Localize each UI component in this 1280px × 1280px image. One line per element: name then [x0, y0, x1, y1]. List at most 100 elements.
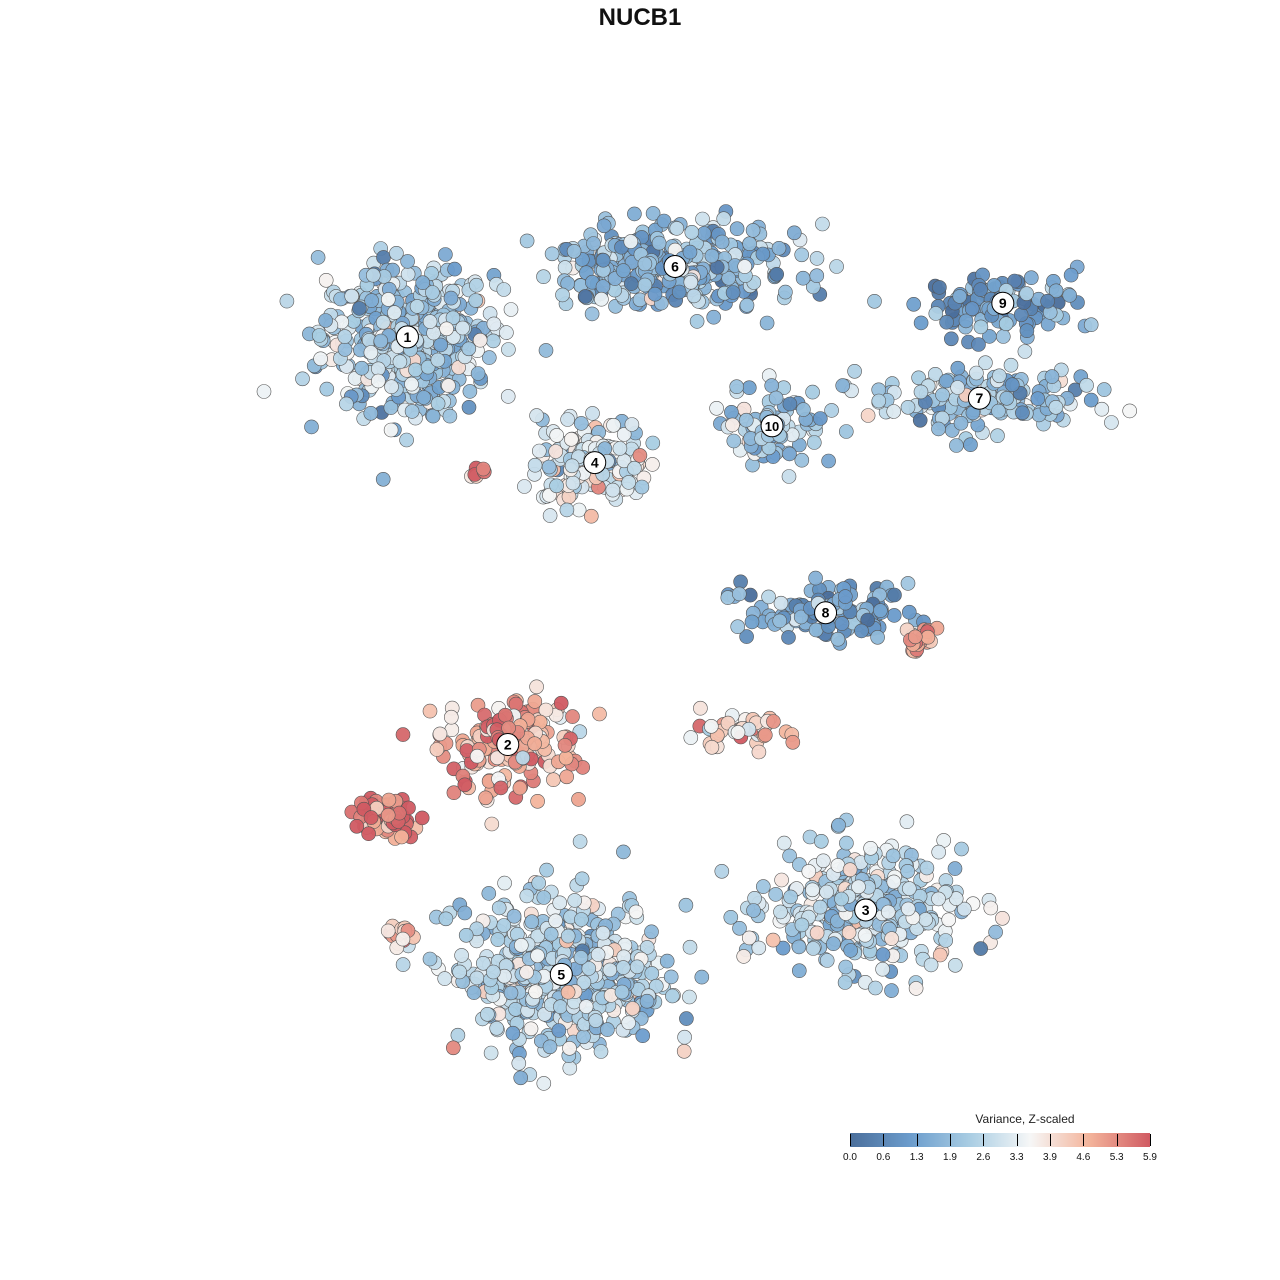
data-point-cluster-4 [583, 508, 599, 524]
data-point-cluster-6 [519, 233, 535, 249]
data-point-cluster-4 [565, 475, 581, 491]
data-point-cluster-7 [1104, 415, 1119, 430]
data-point-cluster-3 [782, 848, 797, 864]
data-point-cluster-1 [408, 362, 423, 378]
data-point-cluster-7 [912, 412, 928, 428]
data-point-cluster-3 [783, 889, 798, 905]
data-point-cluster-6 [739, 297, 755, 313]
data-point-cluster-1 [430, 352, 446, 368]
data-point-cluster-5 [665, 988, 680, 1004]
data-point-cluster-5 [629, 959, 645, 975]
data-point-cluster-5 [519, 888, 535, 904]
data-point-cluster-6 [647, 286, 663, 302]
data-point-cluster-5 [513, 937, 529, 953]
data-point-cluster-9 [1019, 286, 1034, 301]
legend-tick-label: 0.0 [843, 1152, 857, 1163]
data-point-cluster-9 [1062, 288, 1077, 303]
cluster-label: 6 [671, 258, 679, 274]
data-point-cluster-7 [1030, 391, 1046, 407]
data-point-cluster-8 [781, 630, 796, 645]
data-point-cluster-6 [809, 251, 825, 266]
data-point-cluster-3 [956, 901, 972, 917]
data-point-cluster-1 [499, 325, 514, 340]
data-point-cluster-5 [621, 1015, 636, 1031]
data-point-cluster-6 [778, 284, 793, 300]
data-point-cluster-9 [973, 282, 988, 297]
data-point-cluster-5 [469, 970, 485, 986]
data-point-cluster-3 [948, 891, 964, 906]
data-point-cluster-6 [683, 274, 699, 290]
data-point-cluster-7 [913, 384, 929, 400]
data-point-cluster-6 [867, 293, 882, 309]
data-point [501, 720, 516, 736]
data-point-cluster-7 [991, 368, 1007, 384]
data-point-cluster-5 [590, 947, 606, 962]
data-point-cluster-6 [689, 314, 705, 329]
data-point-cluster-5 [531, 875, 547, 891]
data-point-cluster-1 [373, 333, 389, 349]
data-point-cluster-8 [808, 622, 824, 638]
data-point-cluster-4 [549, 428, 565, 443]
data-point-cluster-4 [612, 441, 628, 456]
data-point-cluster-1 [380, 292, 396, 307]
data-point-cluster-8 [744, 614, 760, 630]
data-point-cluster-8 [854, 623, 869, 639]
data-point-cluster-1 [318, 272, 334, 288]
data-point-cluster-2 [443, 709, 459, 725]
data-point [703, 718, 719, 734]
data-point-cluster-3 [815, 853, 831, 869]
data-point-cluster-3 [973, 941, 989, 956]
data-point-cluster-5 [490, 932, 506, 947]
data-point-cluster-3 [794, 917, 810, 933]
legend-tick [916, 1134, 918, 1146]
data-point-cluster-7 [1048, 399, 1064, 415]
data-point-cluster-3 [899, 814, 915, 830]
data-point-cluster-4 [517, 479, 532, 494]
data-point-cluster-8 [901, 604, 917, 620]
data-point-cluster-1 [470, 366, 486, 381]
data-point-cluster-4 [645, 457, 660, 472]
data-point-cluster-9 [973, 319, 989, 335]
data-point-cluster-1 [370, 373, 386, 389]
data-point-cluster-3 [830, 858, 846, 873]
data-point [380, 807, 396, 823]
data-point-cluster-8 [731, 586, 747, 602]
data-point-cluster-7 [953, 415, 969, 431]
data-point-cluster-9 [998, 316, 1014, 332]
data-point-cluster-1 [376, 250, 391, 265]
data-point-cluster-1 [383, 422, 399, 438]
data-point-cluster-1 [468, 293, 484, 308]
data-point-cluster-3 [812, 899, 828, 915]
data-point-cluster-4 [531, 443, 547, 459]
data-point-cluster-6 [771, 241, 787, 256]
data-point-cluster-1 [430, 396, 446, 411]
data-point-cluster-3 [932, 947, 948, 963]
points-layer [256, 204, 1137, 1091]
data-point-cluster-5 [528, 984, 543, 1000]
data-point-cluster-3 [863, 840, 878, 856]
data-point-cluster-7 [1015, 405, 1030, 421]
data-point-cluster-6 [544, 246, 560, 262]
data-point [414, 810, 430, 826]
data-point-cluster-3 [751, 940, 767, 956]
data-point [395, 931, 411, 947]
data-point-cluster-3 [747, 890, 762, 906]
data-point-cluster-10 [709, 400, 724, 416]
data-point-cluster-6 [623, 276, 639, 292]
data-point-cluster-8 [761, 589, 776, 605]
legend-tick [1083, 1134, 1085, 1146]
data-point-cluster-7 [927, 366, 943, 382]
data-point-cluster-5 [530, 948, 545, 964]
data-point-cluster-7 [1017, 344, 1033, 359]
data-point-cluster-3 [901, 881, 917, 896]
data-point-cluster-6 [627, 206, 642, 222]
data-point-cluster-2 [422, 703, 438, 719]
data-point-cluster-3 [805, 941, 821, 956]
data-point-cluster-3 [819, 884, 834, 900]
data-point-cluster-3 [678, 897, 694, 913]
data-point-cluster-3 [819, 953, 835, 968]
data-point-cluster-1 [461, 399, 477, 415]
data-point-cluster-2 [457, 777, 473, 793]
data-point-cluster-6 [786, 225, 802, 241]
data-point-cluster-3 [851, 879, 866, 895]
